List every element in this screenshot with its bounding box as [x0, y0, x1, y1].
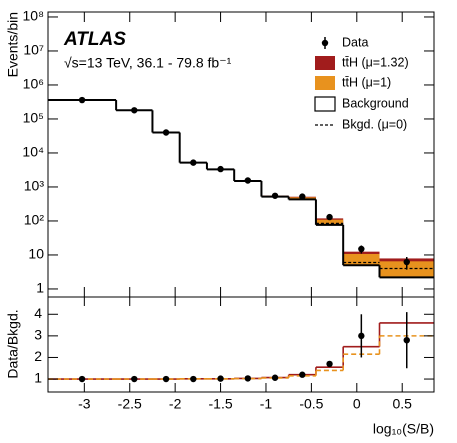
x-tick-label: -3 [78, 396, 91, 412]
data-point [244, 177, 252, 184]
data-point [131, 107, 138, 114]
ratio-point [271, 374, 279, 381]
x-tick-label: -1 [260, 396, 273, 412]
x-tick-label: -0.5 [299, 396, 323, 412]
y-tick-label: 10² [24, 212, 45, 228]
energy-label: √s=13 TeV, 36.1 - 79.8 fb⁻¹ [64, 55, 232, 71]
legend-label: tt̄H (μ=1.32) [342, 55, 409, 69]
atlas-label: ATLAS [63, 29, 126, 50]
ratio-frame [47, 296, 435, 393]
ratio-point [131, 375, 138, 383]
data-point [326, 213, 333, 221]
y-tick-label: 1 [36, 280, 44, 296]
signal-bar [315, 219, 344, 225]
x-tick-label: -2.5 [118, 396, 142, 412]
data-point [299, 193, 306, 200]
data-point [403, 258, 410, 266]
ratio-point [78, 375, 86, 383]
y-tick-label: 10⁵ [23, 110, 44, 126]
data-point [358, 245, 365, 253]
y-axis-title: Events/bin [5, 12, 21, 77]
ratio-point [162, 375, 170, 383]
y-tick-label: 1 [34, 370, 42, 386]
data-point [217, 165, 224, 173]
plot-area [48, 96, 434, 383]
y-tick-label: 10⁸ [23, 8, 45, 24]
ratio-point [190, 375, 197, 383]
legend-swatch [314, 96, 336, 112]
y-tick-label: 10³ [24, 178, 45, 194]
x-tick-label: -1.5 [209, 396, 233, 412]
legend-swatch [315, 76, 335, 90]
x-tick-label: 0 [353, 396, 361, 412]
y-tick-label: 10 [28, 246, 44, 262]
y-tick-label: 10⁴ [22, 144, 44, 160]
ratio-point [217, 375, 224, 382]
legend-marker [321, 39, 329, 47]
x-axis-title: log₁₀(S/B) [373, 421, 434, 437]
data-point [271, 192, 279, 199]
ratio-point [403, 336, 410, 344]
y-tick-label: 10⁶ [23, 76, 44, 92]
legend-label: Background [342, 96, 409, 110]
y-tick-label: 3 [34, 327, 42, 343]
x-tick-label: -2 [169, 396, 182, 412]
ratio-point [244, 375, 252, 382]
legend-label: tt̄H (μ=1) [342, 75, 391, 89]
data-point [162, 129, 170, 136]
data-point [190, 159, 197, 166]
ratio-y-axis-title: Data/Bkgd. [5, 309, 21, 378]
legend-label: Data [342, 35, 368, 49]
signal-bar [343, 253, 380, 266]
legend-label: Bkgd. (μ=0) [342, 117, 407, 131]
data-point [78, 96, 86, 104]
ratio-point [326, 360, 333, 368]
legend-swatch [315, 56, 335, 70]
y-tick-label: 2 [34, 348, 42, 364]
ratio-point [358, 332, 365, 340]
y-tick-label: 10⁷ [23, 42, 44, 58]
ratio-point [299, 371, 306, 378]
y-tick-label: 4 [34, 305, 42, 321]
x-tick-label: 0.5 [392, 396, 412, 412]
